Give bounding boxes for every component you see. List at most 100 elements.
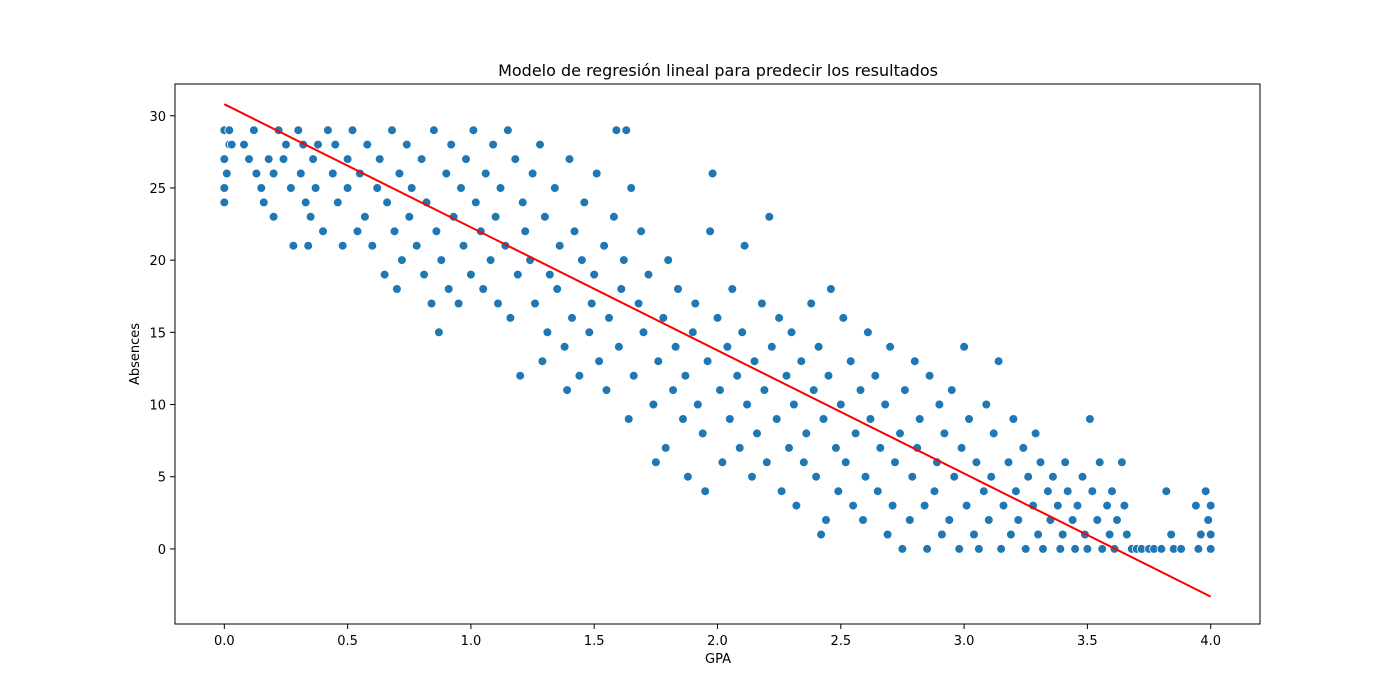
data-point	[833, 486, 844, 497]
data-point	[752, 428, 762, 439]
data-point	[1205, 544, 1216, 554]
data-point	[362, 139, 373, 150]
data-point	[776, 486, 787, 497]
data-point	[865, 414, 876, 424]
data-point	[816, 529, 826, 540]
data-point	[584, 327, 595, 338]
data-point	[542, 327, 553, 338]
data-point	[313, 139, 323, 150]
data-point	[239, 139, 249, 150]
data-point	[890, 457, 900, 468]
data-point	[586, 298, 597, 309]
y-tick-label: 5	[158, 471, 166, 486]
data-point	[591, 168, 602, 179]
data-point	[535, 139, 545, 150]
data-point	[813, 341, 824, 352]
data-point	[530, 298, 540, 309]
data-point	[636, 226, 646, 237]
data-point	[318, 226, 328, 237]
data-point	[392, 284, 402, 294]
data-point	[705, 226, 715, 237]
data-point	[673, 284, 683, 294]
data-point	[1119, 500, 1130, 511]
data-point	[441, 168, 452, 179]
x-tick-label: 3.0	[954, 634, 975, 649]
data-point	[1203, 515, 1213, 525]
data-point	[692, 399, 703, 410]
data-point	[922, 544, 932, 554]
data-point	[567, 313, 577, 323]
data-point	[907, 471, 918, 482]
data-point	[971, 457, 982, 468]
data-point	[924, 370, 935, 381]
data-point	[858, 515, 868, 525]
data-point	[305, 212, 316, 222]
x-axis: 0.0 0.5 1.0 1.5 2.0 2.5 3.0 3.5 4.0	[214, 624, 1221, 649]
data-point	[895, 428, 905, 439]
data-point	[579, 197, 590, 208]
data-point	[295, 168, 306, 179]
data-point	[527, 168, 538, 179]
data-point	[739, 240, 750, 251]
data-point	[431, 226, 442, 237]
data-point	[278, 154, 289, 164]
data-point	[1043, 486, 1053, 497]
data-point	[1117, 457, 1127, 468]
data-point	[614, 341, 624, 352]
data-point	[919, 500, 930, 511]
data-point	[944, 515, 955, 525]
data-point	[256, 183, 267, 193]
data-point	[446, 139, 457, 150]
data-point	[914, 414, 925, 424]
data-point	[1156, 544, 1167, 554]
data-point	[670, 341, 681, 352]
data-point	[761, 457, 772, 468]
data-point	[1055, 544, 1066, 554]
data-point	[263, 154, 274, 164]
data-point	[959, 341, 969, 352]
x-tick-label: 2.5	[830, 634, 851, 649]
data-point	[998, 500, 1009, 511]
data-point	[281, 139, 291, 150]
data-point	[1018, 443, 1029, 453]
data-point	[882, 529, 893, 540]
data-point	[668, 385, 678, 395]
data-point	[749, 356, 760, 367]
data-point	[485, 255, 496, 265]
data-point	[1008, 414, 1019, 424]
data-point	[589, 269, 599, 280]
data-point	[663, 255, 673, 265]
data-point	[774, 313, 784, 323]
data-point	[1020, 544, 1031, 554]
data-point	[1033, 529, 1043, 540]
data-point	[623, 414, 634, 424]
data-point	[419, 269, 429, 280]
data-point	[764, 212, 775, 222]
data-point	[540, 212, 550, 222]
data-point	[461, 154, 471, 164]
data-point	[848, 500, 858, 511]
data-point	[946, 385, 957, 395]
data-point	[789, 399, 799, 410]
data-point	[651, 457, 661, 468]
data-point	[1087, 486, 1098, 497]
data-point	[742, 399, 752, 410]
data-point	[352, 226, 363, 237]
data-point	[577, 255, 587, 265]
data-point	[401, 139, 412, 150]
data-point	[806, 298, 816, 309]
data-point	[458, 240, 469, 251]
data-point	[372, 183, 383, 193]
data-point	[453, 298, 464, 309]
data-point	[1094, 457, 1105, 468]
data-point	[643, 269, 654, 280]
data-point	[978, 486, 989, 497]
data-point	[1006, 529, 1016, 540]
data-point	[1011, 486, 1021, 497]
data-point	[512, 269, 523, 280]
x-tick-label: 0.5	[337, 634, 358, 649]
data-point	[599, 240, 609, 251]
data-point	[904, 515, 915, 525]
data-point	[251, 168, 262, 179]
data-point	[626, 183, 636, 193]
